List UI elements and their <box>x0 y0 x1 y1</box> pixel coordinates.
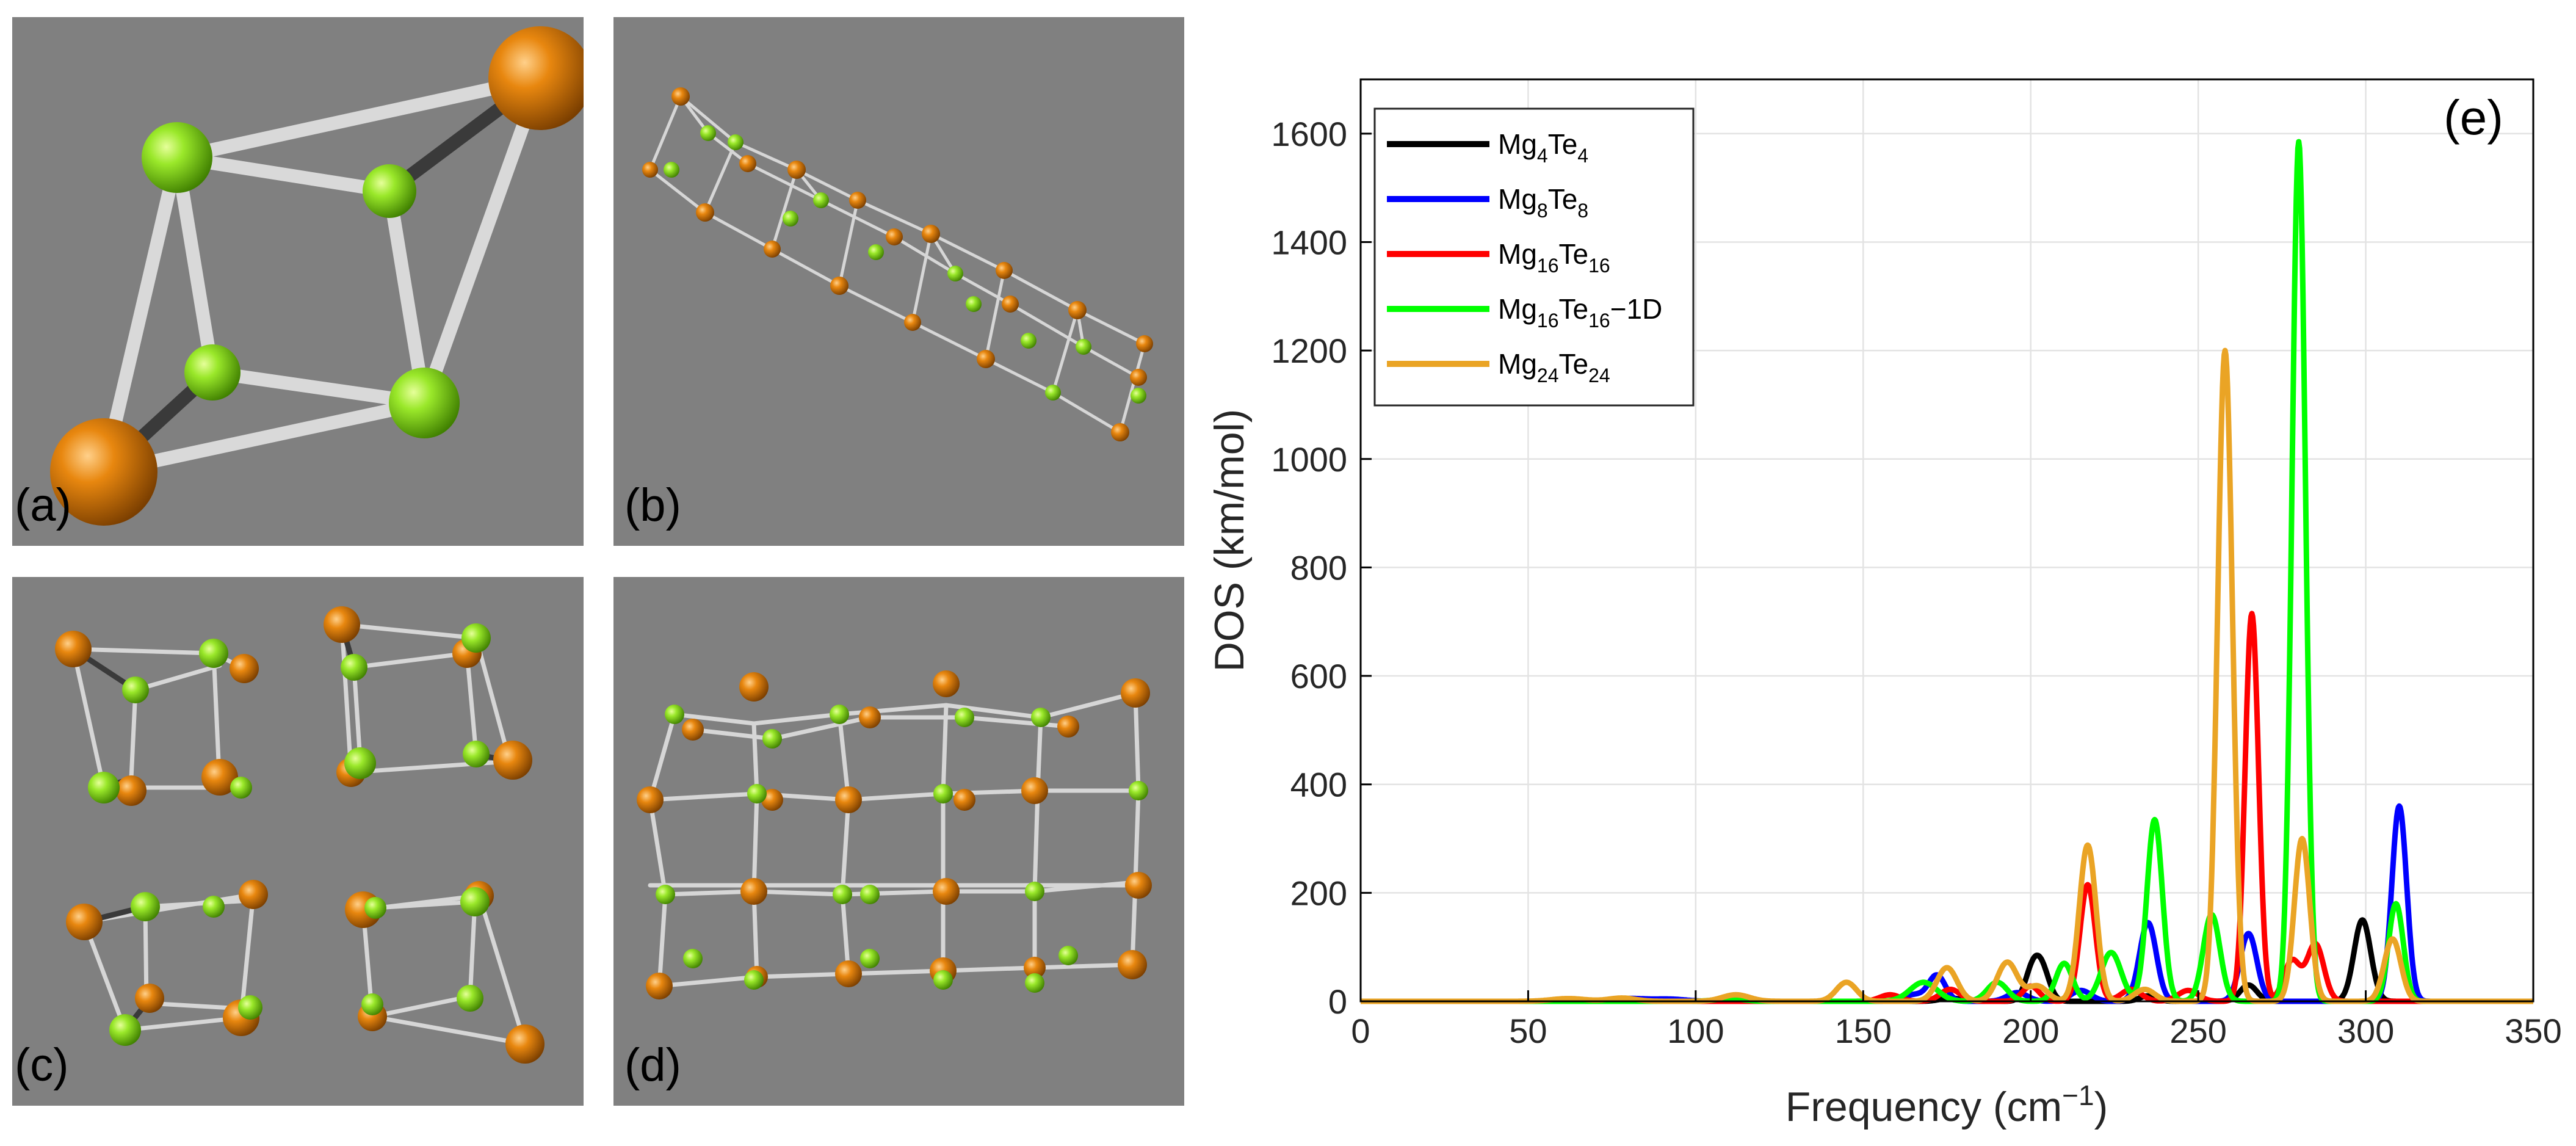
x-tick-label: 300 <box>2337 1012 2394 1050</box>
legend: Mg4Te4 Mg8Te8 Mg16Te16 Mg16Te16−1D Mg24Te24 <box>1373 107 1695 407</box>
legend-label: Mg16Te16 <box>1498 238 1610 277</box>
y-tick-label: 200 <box>1290 874 1347 912</box>
structure-panel-c: (c) <box>12 577 584 1106</box>
legend-label: Mg4Te4 <box>1498 128 1588 167</box>
y-tick-label: 400 <box>1290 766 1347 804</box>
y-axis-title: DOS (km/mol) <box>1206 409 1253 672</box>
panel-label-c: (c) <box>15 1039 69 1091</box>
x-tick-label: 0 <box>1351 1012 1370 1050</box>
panel-label-b: (b) <box>624 479 681 531</box>
molecule-c <box>55 606 545 1064</box>
dos-chart: 0 50 100 150 200 250 300 350 0 200 400 600 800 1000 12… <box>1206 78 2562 1130</box>
mg-atom <box>142 122 212 193</box>
x-axis-title-text: Frequency (cm <box>1785 1084 2062 1130</box>
x-tick-label: 100 <box>1667 1012 1724 1050</box>
panel-label-a: (a) <box>15 479 71 531</box>
x-tick-label: 150 <box>1835 1012 1892 1050</box>
y-tick-label: 1200 <box>1271 332 1347 370</box>
x-axis-title-sup: −1 <box>2062 1079 2094 1111</box>
molecule-d <box>637 670 1152 999</box>
legend-label: Mg24Te24 <box>1498 348 1610 386</box>
y-tick-label: 800 <box>1290 548 1347 587</box>
mg-atom <box>363 164 416 218</box>
x-tick-label: 200 <box>2002 1012 2059 1050</box>
x-tick-label: 350 <box>2505 1012 2561 1050</box>
x-axis-title: Frequency (cm−1) <box>1785 1079 2108 1130</box>
structure-panel-b: (b) <box>613 17 1184 546</box>
y-tick-label: 1000 <box>1271 440 1347 479</box>
legend-label: Mg8Te8 <box>1498 183 1588 222</box>
mg-atom <box>184 344 241 401</box>
mg-atom <box>389 368 460 438</box>
y-tick-label: 0 <box>1328 982 1347 1021</box>
x-axis-title-end: ) <box>2094 1084 2108 1130</box>
te-atom <box>50 418 157 526</box>
y-tick-label: 600 <box>1290 657 1347 695</box>
structure-panel-a: (a) <box>12 17 584 546</box>
x-tick-label: 250 <box>2169 1012 2226 1050</box>
y-tick-label: 1400 <box>1271 223 1347 261</box>
chart-panel-label: (e) <box>2444 90 2503 145</box>
x-tick-label: 50 <box>1509 1012 1547 1050</box>
molecule-a <box>50 26 584 526</box>
plot-frame <box>1359 78 2534 1003</box>
panel-label-d: (d) <box>624 1039 681 1091</box>
legend-label: Mg16Te16−1D <box>1498 293 1662 332</box>
structure-panel-d: (d) <box>613 577 1184 1106</box>
y-tick-label: 1600 <box>1271 115 1347 153</box>
te-atom <box>488 26 584 130</box>
molecule-b <box>642 87 1153 441</box>
ticks: 0 50 100 150 200 250 300 350 0 200 400 600 800 1000 12… <box>1271 115 2561 1050</box>
